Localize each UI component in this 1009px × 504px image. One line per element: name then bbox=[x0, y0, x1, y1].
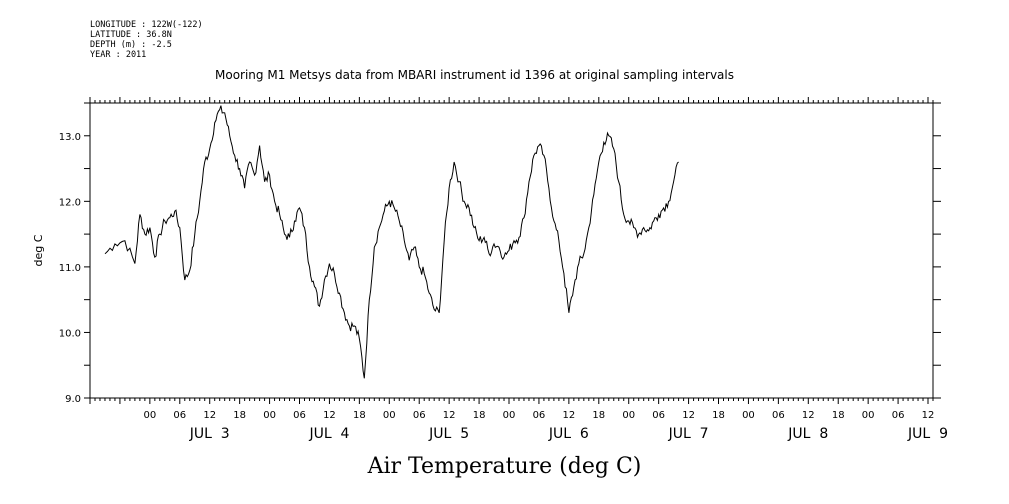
x-hour-tick-label: 06 bbox=[652, 410, 665, 421]
x-hour-tick-label: 00 bbox=[742, 410, 755, 421]
metadata-block: LONGITUDE : 122W(-122) LATITUDE : 36.8N … bbox=[90, 20, 203, 60]
x-day-label: JUL 6 bbox=[548, 426, 589, 442]
x-day-label: JUL 9 bbox=[907, 426, 948, 442]
chart-title: Mooring M1 Metsys data from MBARI instru… bbox=[215, 68, 734, 82]
x-hour-tick-label: 12 bbox=[682, 410, 695, 421]
plot-frame bbox=[89, 102, 934, 399]
x-hour-tick-label: 18 bbox=[233, 410, 246, 421]
x-day-label: JUL 8 bbox=[787, 426, 828, 442]
y-tick-label: 9.0 bbox=[65, 394, 81, 405]
x-hour-tick-label: 12 bbox=[323, 410, 336, 421]
x-hour-tick-label: 12 bbox=[443, 410, 456, 421]
x-hour-tick-label: 12 bbox=[203, 410, 216, 421]
meta-longitude: LONGITUDE : 122W(-122) bbox=[90, 20, 203, 30]
y-tick-label: 13.0 bbox=[59, 132, 81, 143]
x-hour-tick-label: 06 bbox=[772, 410, 785, 421]
meta-latitude: LATITUDE : 36.8N bbox=[90, 30, 172, 40]
x-day-label: JUL 7 bbox=[668, 426, 709, 442]
x-hour-tick-label: 00 bbox=[622, 410, 635, 421]
x-hour-tick-label: 12 bbox=[802, 410, 815, 421]
x-hour-tick-label: 06 bbox=[413, 410, 426, 421]
x-hour-tick-label: 00 bbox=[263, 410, 276, 421]
x-axis-title: Air Temperature (deg C) bbox=[367, 454, 642, 479]
x-hour-tick-label: 06 bbox=[173, 410, 186, 421]
y-tick-label: 10.0 bbox=[59, 328, 81, 339]
x-day-label: JUL 4 bbox=[308, 426, 349, 442]
x-hour-tick-label: 00 bbox=[862, 410, 875, 421]
y-axis-label: deg C bbox=[32, 234, 45, 266]
x-hour-tick-label: 12 bbox=[922, 410, 935, 421]
x-hour-tick-label: 00 bbox=[143, 410, 156, 421]
x-hour-tick-label: 06 bbox=[293, 410, 306, 421]
meta-year: YEAR : 2011 bbox=[90, 50, 147, 60]
x-hour-tick-label: 18 bbox=[353, 410, 366, 421]
x-hour-tick-label: 06 bbox=[892, 410, 905, 421]
x-hour-tick-label: 00 bbox=[503, 410, 516, 421]
x-hour-tick-label: 00 bbox=[383, 410, 396, 421]
x-hour-tick-label: 18 bbox=[712, 410, 725, 421]
x-hour-tick-label: 18 bbox=[473, 410, 486, 421]
air-temperature-line bbox=[104, 105, 679, 379]
x-hour-tick-label: 06 bbox=[533, 410, 546, 421]
y-tick-label: 11.0 bbox=[59, 263, 81, 274]
x-hour-tick-label: 18 bbox=[592, 410, 605, 421]
x-day-label: JUL 5 bbox=[428, 426, 469, 442]
x-day-label: JUL 3 bbox=[189, 426, 230, 442]
x-hour-tick-label: 12 bbox=[562, 410, 575, 421]
meta-depth: DEPTH (m) : -2.5 bbox=[90, 40, 172, 50]
x-hour-tick-label: 18 bbox=[832, 410, 845, 421]
y-tick-label: 12.0 bbox=[59, 197, 81, 208]
